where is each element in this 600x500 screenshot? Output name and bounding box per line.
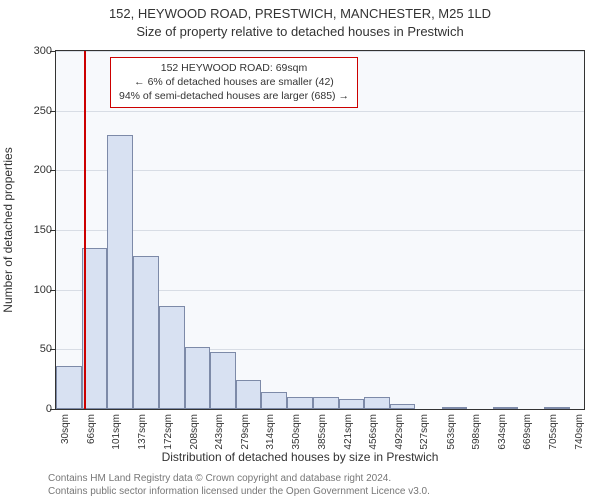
gridline [56, 111, 584, 112]
x-tick-label: 101sqm [111, 414, 122, 450]
y-tick-mark [50, 290, 55, 291]
histogram-bar [261, 392, 287, 409]
x-tick-label: 492sqm [394, 414, 405, 450]
x-tick-label: 669sqm [522, 414, 533, 450]
histogram-bar [364, 397, 390, 409]
x-tick-label: 279sqm [240, 414, 251, 450]
x-tick-label: 208sqm [189, 414, 200, 450]
footer-line-1: Contains HM Land Registry data © Crown c… [48, 472, 391, 485]
y-tick-label: 250 [12, 105, 52, 117]
gridline [56, 51, 584, 52]
y-tick-label: 300 [12, 45, 52, 57]
title-subtitle: Size of property relative to detached ho… [0, 24, 600, 39]
title-address: 152, HEYWOOD ROAD, PRESTWICH, MANCHESTER… [0, 6, 600, 21]
y-tick-mark [50, 230, 55, 231]
x-tick-label: 527sqm [419, 414, 430, 450]
x-tick-label: 243sqm [214, 414, 225, 450]
histogram-bar [442, 407, 467, 409]
histogram-bar [313, 397, 339, 409]
info-line-1: 152 HEYWOOD ROAD: 69sqm [119, 61, 349, 75]
histogram-bar [133, 256, 158, 409]
x-tick-label: 172sqm [163, 414, 174, 450]
y-tick-mark [50, 349, 55, 350]
y-tick-label: 200 [12, 164, 52, 176]
x-tick-label: 740sqm [574, 414, 585, 450]
x-tick-label: 598sqm [471, 414, 482, 450]
x-tick-label: 30sqm [60, 414, 71, 444]
x-tick-label: 634sqm [497, 414, 508, 450]
histogram-bar [390, 404, 415, 409]
histogram-bar [544, 407, 569, 409]
y-tick-mark [50, 51, 55, 52]
histogram-bar [185, 347, 210, 409]
y-tick-label: 0 [12, 403, 52, 415]
y-tick-mark [50, 170, 55, 171]
info-line-3: 94% of semi-detached houses are larger (… [119, 89, 349, 103]
histogram-bar [339, 399, 364, 409]
chart-container: 152, HEYWOOD ROAD, PRESTWICH, MANCHESTER… [0, 0, 600, 500]
y-tick-label: 150 [12, 224, 52, 236]
gridline [56, 230, 584, 231]
histogram-bar [159, 306, 185, 409]
y-tick-mark [50, 409, 55, 410]
x-tick-label: 421sqm [343, 414, 354, 450]
y-tick-label: 100 [12, 284, 52, 296]
histogram-bar [236, 380, 261, 409]
gridline [56, 170, 584, 171]
x-tick-label: 385sqm [317, 414, 328, 450]
x-tick-label: 456sqm [368, 414, 379, 450]
footer-line-2: Contains public sector information licen… [48, 485, 430, 498]
x-tick-label: 705sqm [548, 414, 559, 450]
marker-line [84, 51, 86, 409]
x-tick-label: 314sqm [265, 414, 276, 450]
x-tick-label: 350sqm [291, 414, 302, 450]
x-tick-label: 563sqm [446, 414, 457, 450]
x-tick-label: 66sqm [86, 414, 97, 444]
histogram-bar [287, 397, 312, 409]
info-line-2: ← 6% of detached houses are smaller (42) [119, 75, 349, 89]
info-box: 152 HEYWOOD ROAD: 69sqm ← 6% of detached… [110, 57, 358, 108]
y-tick-mark [50, 111, 55, 112]
x-axis-label: Distribution of detached houses by size … [0, 450, 600, 464]
histogram-bar [493, 407, 518, 409]
x-tick-label: 137sqm [137, 414, 148, 450]
y-tick-label: 50 [12, 343, 52, 355]
histogram-bar [210, 352, 236, 409]
histogram-bar [107, 135, 133, 409]
histogram-bar [56, 366, 82, 409]
